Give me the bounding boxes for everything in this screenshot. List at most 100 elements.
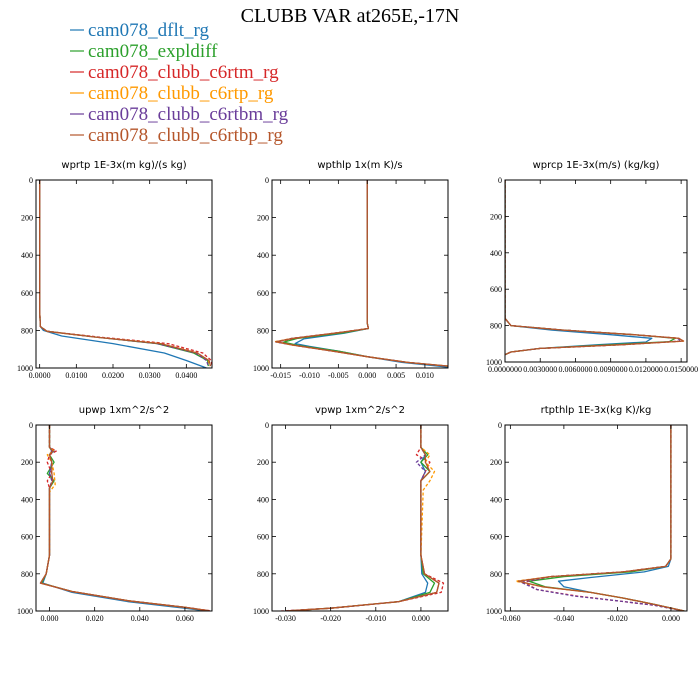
x-tick-label: 0.005 (387, 371, 405, 380)
panels: wprtp 1E-3x(m kg)/(s kg) 0 200 400 600 800 100… (17, 160, 698, 623)
plot-frame (271, 424, 449, 612)
series-line-cam078_clubb_c6rtp_rg (39, 425, 208, 611)
series-line-cam078_clubb_c6rtp_rg (39, 180, 211, 367)
y-tick-label: 400 (21, 495, 33, 504)
y-tick-label: 600 (257, 289, 269, 298)
x-tick-label: 0.0000000 (488, 365, 522, 374)
y-tick-label: 1000 (253, 364, 269, 373)
panel-title: wpthlp 1x(m K)/s (317, 160, 402, 171)
y-tick-label: 600 (490, 533, 502, 542)
plot-frame (271, 179, 449, 369)
plot-area (39, 425, 210, 611)
x-tick-label: 0.0060000 (558, 365, 592, 374)
x-tick-label: 0.000 (412, 614, 430, 623)
x-tick-label: 0.0030000 (523, 365, 557, 374)
y-tick-label: 1000 (253, 607, 269, 616)
series-line-cam078_clubb_c6rtbp_rg (275, 180, 448, 367)
y-tick-label: 200 (21, 458, 33, 467)
x-tick-label: 0.0200 (102, 371, 124, 380)
y-tick-label: 800 (257, 326, 269, 335)
series-line-cam078_dflt_rg (505, 180, 653, 356)
x-tick-label: -0.020 (320, 614, 341, 623)
y-tick-label: 200 (490, 458, 502, 467)
series-line-cam078_clubb_c6rtbp_rg (505, 180, 685, 356)
plot-frame (35, 424, 213, 612)
x-tick-label: 0.060 (176, 614, 194, 623)
y-tick-label: 200 (21, 214, 33, 223)
y-tick-label: 200 (257, 214, 269, 223)
x-tick-label: 0.0090000 (594, 365, 628, 374)
y-tick-label: 0 (265, 421, 269, 430)
legend-label-cam078_dflt_rg: cam078_dflt_rg (88, 20, 210, 41)
y-tick-label: 600 (490, 285, 502, 294)
y-tick-label: 800 (21, 570, 33, 579)
series-line-cam078_dflt_rg (42, 425, 208, 611)
legend-label-cam078_clubb_c6rtm_rg: cam078_clubb_c6rtm_rg (88, 62, 279, 83)
panel-3: wprcp 1E-3x(m/s) (kg/kg) 0 200 400 600 800 100… (486, 160, 698, 374)
series-line-cam078_clubb_c6rtm_rg (39, 425, 210, 611)
y-tick-label: 0 (265, 176, 269, 185)
y-tick-label: 600 (21, 289, 33, 298)
series-line-cam078_clubb_c6rtbp_rg (39, 180, 212, 367)
y-tick-label: 800 (490, 322, 502, 331)
x-tick-label: 0.0120000 (629, 365, 663, 374)
x-tick-label: 0.0100 (65, 371, 87, 380)
panel-2: wpthlp 1x(m K)/s02004006008001000-0.015-… (253, 160, 449, 380)
panel-6: rtpthlp 1E-3x(kg K)/kg02004006008001000-… (486, 405, 688, 623)
y-tick-label: 1000 (17, 607, 33, 616)
x-tick-label: 0.010 (416, 371, 434, 380)
legend-label-cam078_expldiff: cam078_expldiff (88, 41, 218, 62)
series-line-cam078_expldiff (40, 425, 208, 611)
panel-5: vpwp 1xm^2/s^2 0 200 400 600 800 1000 -0.030 -0.… (253, 405, 449, 623)
x-tick-label: -0.005 (328, 371, 349, 380)
y-tick-label: 0 (29, 421, 33, 430)
panel-4: upwp 1xm^2/s^2 0 200 400 600 800 1000 0.000 0.02… (17, 405, 213, 623)
plot-area (505, 180, 685, 356)
x-tick-label: 0.000 (41, 614, 59, 623)
legend: cam078_dflt_rgcam078_expldiffcam078_club… (70, 20, 289, 146)
series-line-cam078_clubb_c6rtm_rg (280, 425, 445, 611)
series-line-cam078_clubb_c6rtbm_rg (520, 425, 685, 611)
y-tick-label: 1000 (486, 358, 502, 367)
plot-frame (504, 424, 688, 612)
panel-1: wprtp 1E-3x(m kg)/(s kg) 0 200 400 600 800 100… (17, 160, 213, 380)
y-tick-label: 400 (490, 495, 502, 504)
y-tick-label: 600 (257, 533, 269, 542)
x-tick-label: 0.040 (131, 614, 149, 623)
y-tick-label: 1000 (17, 364, 33, 373)
y-tick-label: 200 (490, 212, 502, 221)
y-tick-label: 400 (257, 495, 269, 504)
series-line-cam078_dflt_rg (294, 180, 448, 368)
y-tick-label: 800 (21, 326, 33, 335)
panel-title: wprcp 1E-3x(m/s) (kg/kg) (533, 160, 660, 171)
series-line-cam078_clubb_c6rtp_rg (515, 425, 685, 611)
series-line-cam078_clubb_c6rtbm_rg (39, 180, 209, 367)
x-tick-label: -0.060 (500, 614, 521, 623)
series-line-cam078_expldiff (39, 180, 209, 367)
y-tick-label: 400 (21, 251, 33, 260)
x-tick-label: -0.015 (270, 371, 291, 380)
series-line-cam078_clubb_c6rtm_rg (523, 425, 685, 611)
series-line-cam078_expldiff (528, 425, 685, 611)
x-tick-label: 0.0150000 (664, 365, 698, 374)
series-line-cam078_clubb_c6rtbp_rg (39, 425, 209, 611)
x-tick-label: -0.020 (607, 614, 628, 623)
y-tick-label: 400 (490, 249, 502, 258)
series-line-cam078_expldiff (285, 425, 436, 611)
plot-area (280, 425, 445, 611)
legend-label-cam078_clubb_c6rtbm_rg: cam078_clubb_c6rtbm_rg (88, 104, 289, 125)
series-line-cam078_clubb_c6rtbp_rg (517, 425, 685, 611)
x-tick-label: -0.010 (299, 371, 320, 380)
x-tick-label: 0.020 (86, 614, 104, 623)
plot-area (274, 180, 448, 368)
y-tick-label: 400 (257, 251, 269, 260)
panel-title: rtpthlp 1E-3x(kg K)/kg (541, 405, 652, 416)
panel-title: wprtp 1E-3x(m kg)/(s kg) (61, 160, 186, 171)
x-tick-label: -0.010 (365, 614, 386, 623)
x-tick-label: 0.0400 (175, 371, 197, 380)
series-line-cam078_dflt_rg (285, 425, 429, 611)
x-tick-label: 0.000 (358, 371, 376, 380)
plot-frame (504, 179, 688, 363)
legend-label-cam078_clubb_c6rtbp_rg: cam078_clubb_c6rtbp_rg (88, 125, 283, 146)
